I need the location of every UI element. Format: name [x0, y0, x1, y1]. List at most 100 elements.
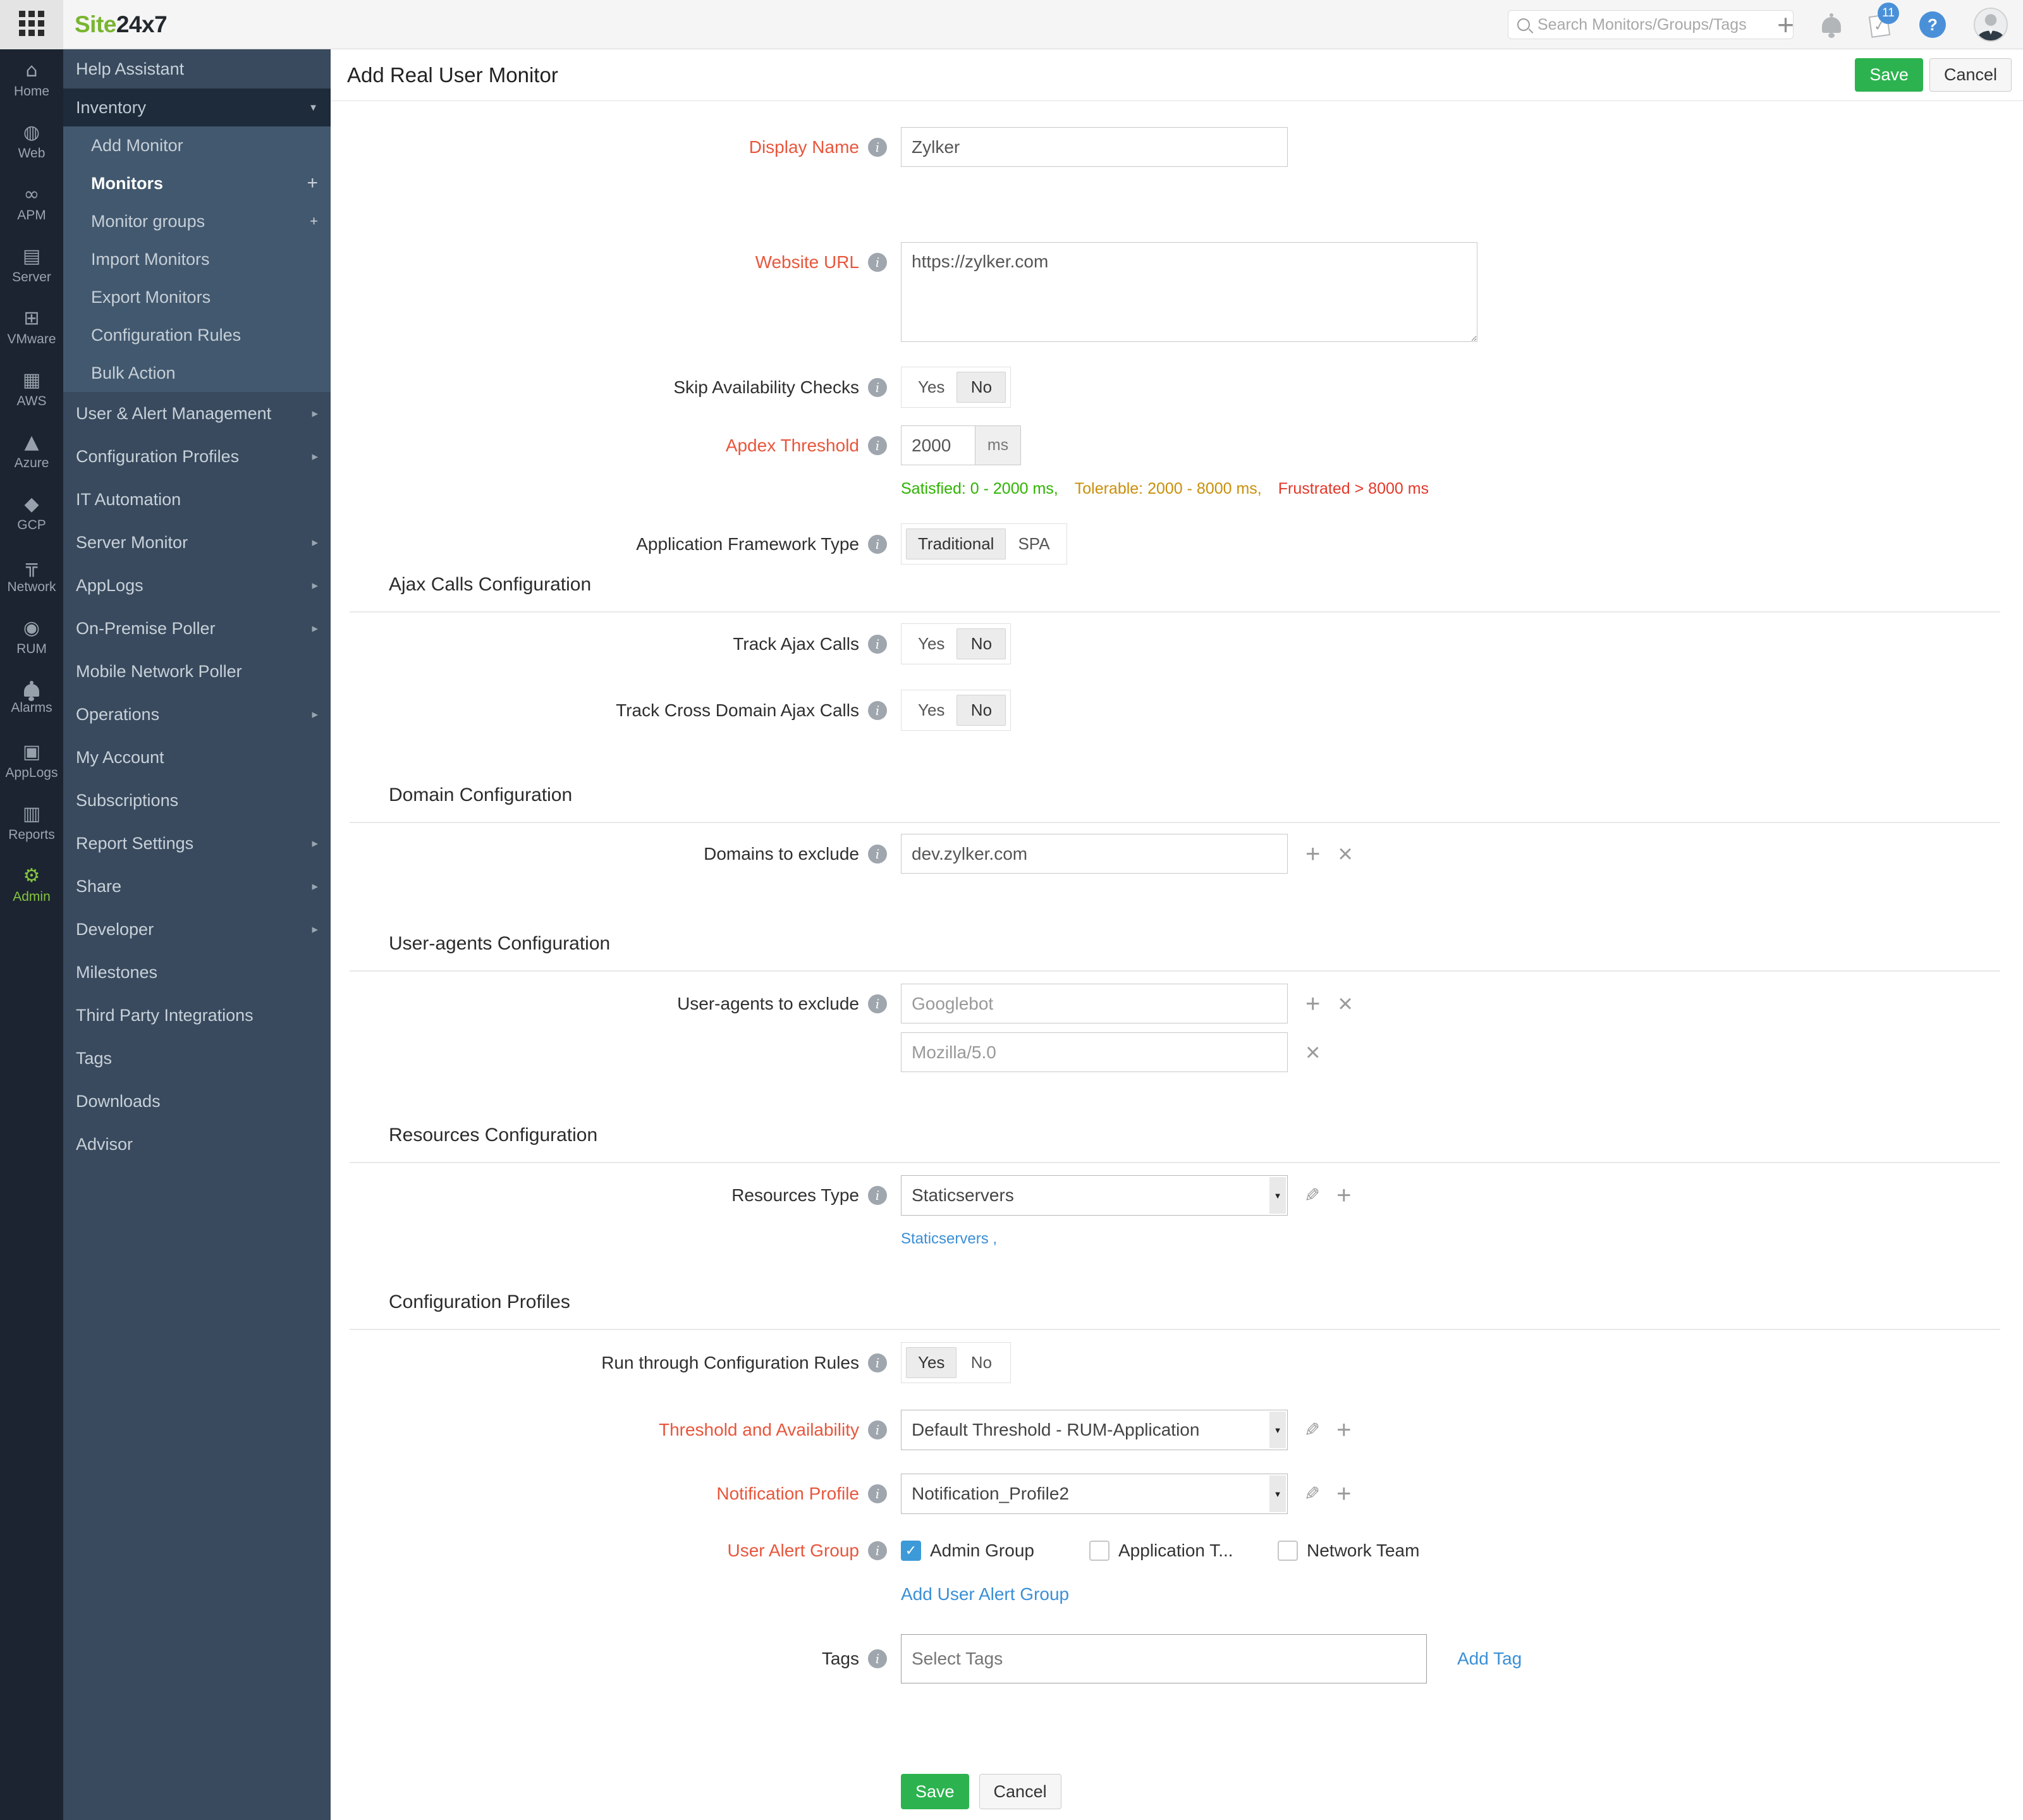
info-icon[interactable]: i: [868, 1186, 887, 1205]
info-icon[interactable]: i: [868, 534, 887, 554]
cancel-button[interactable]: Cancel: [1929, 58, 2012, 92]
info-icon[interactable]: i: [868, 253, 887, 272]
plus-icon[interactable]: +: [307, 173, 318, 193]
sidebar-item-advisor[interactable]: Advisor: [76, 1134, 133, 1154]
resources-type-select[interactable]: Staticservers ▼: [901, 1175, 1288, 1216]
rail-item-rum[interactable]: ◉ RUM: [16, 617, 47, 657]
sidebar-item-applogs[interactable]: AppLogs ▸: [76, 575, 318, 595]
edit-icon[interactable]: ✎: [1304, 1419, 1321, 1441]
rail-item-azure[interactable]: ▲ Azure: [14, 431, 49, 471]
sidebar-item-configuration-profiles[interactable]: Configuration Profiles ▸: [76, 446, 318, 466]
rail-item-vmware[interactable]: ⊞ VMware: [7, 307, 56, 347]
rail-item-network[interactable]: ╦ Network: [7, 555, 56, 595]
bell-icon[interactable]: [1822, 13, 1841, 38]
sidebar-item-add-monitor[interactable]: Add Monitor: [91, 135, 183, 155]
sidebar-item-mobile-network-poller[interactable]: Mobile Network Poller: [76, 661, 242, 681]
tasks-icon[interactable]: ✓ 11: [1868, 3, 1899, 38]
rail-item-web[interactable]: ◍ Web: [18, 121, 46, 161]
info-icon[interactable]: i: [868, 844, 887, 864]
sidebar-item-monitor-groups[interactable]: Monitor groups +: [91, 211, 318, 231]
rail-item-admin[interactable]: ⚙ Admin: [13, 865, 51, 905]
threshold-availability-select[interactable]: Default Threshold - RUM-Application ▼: [901, 1410, 1288, 1450]
sidebar-item-configuration-rules[interactable]: Configuration Rules: [91, 325, 241, 345]
site24x7-logo[interactable]: Site 24x7: [75, 0, 168, 49]
sidebar-item-report-settings[interactable]: Report Settings ▸: [76, 833, 318, 853]
apdex-threshold-input[interactable]: [901, 425, 975, 465]
checkbox-application-team[interactable]: Application T...: [1089, 1541, 1278, 1561]
checkbox-admin-group[interactable]: ✓ Admin Group: [901, 1541, 1089, 1561]
user-agent-input-2[interactable]: [901, 1032, 1288, 1072]
sidebar-item-on-premise-poller[interactable]: On-Premise Poller ▸: [76, 618, 318, 638]
add-notification-profile-icon[interactable]: +: [1336, 1480, 1352, 1508]
add-resources-type-icon[interactable]: +: [1336, 1182, 1352, 1209]
rail-item-reports[interactable]: ▥ Reports: [8, 803, 55, 843]
website-url-textarea[interactable]: https://zylker.com: [901, 242, 1477, 342]
framework-traditional[interactable]: Traditional: [906, 528, 1006, 559]
rail-item-home[interactable]: ⌂ Home: [13, 59, 50, 99]
avatar[interactable]: [1974, 8, 2008, 42]
track-ajax-no[interactable]: No: [956, 628, 1006, 659]
track-ajax-yes[interactable]: Yes: [918, 634, 945, 653]
remove-user-agent-icon[interactable]: ×: [1338, 989, 1353, 1018]
sidebar-item-milestones[interactable]: Milestones: [76, 962, 158, 982]
skip-availability-no[interactable]: No: [956, 372, 1006, 403]
plus-icon[interactable]: +: [310, 213, 318, 229]
sidebar-item-import-monitors[interactable]: Import Monitors: [91, 249, 210, 269]
notification-profile-select[interactable]: Notification_Profile2 ▼: [901, 1474, 1288, 1514]
sidebar-item-export-monitors[interactable]: Export Monitors: [91, 287, 211, 307]
rail-item-alarms[interactable]: Alarms: [0, 669, 63, 731]
cancel-button-bottom[interactable]: Cancel: [979, 1774, 1061, 1809]
info-icon[interactable]: i: [868, 634, 887, 654]
sidebar-item-my-account[interactable]: My Account: [76, 747, 164, 767]
search-input[interactable]: [1537, 15, 1784, 34]
save-button[interactable]: Save: [1855, 58, 1923, 92]
info-icon[interactable]: i: [868, 1541, 887, 1560]
rail-item-aws[interactable]: ▦ AWS: [16, 369, 47, 409]
info-icon[interactable]: i: [868, 1353, 887, 1372]
remove-user-agent-icon[interactable]: ×: [1305, 1038, 1321, 1066]
checkbox-network-team[interactable]: Network Team: [1278, 1541, 1466, 1561]
edit-icon[interactable]: ✎: [1304, 1483, 1321, 1505]
edit-icon[interactable]: ✎: [1304, 1185, 1321, 1206]
sidebar-item-operations[interactable]: Operations ▸: [76, 704, 318, 724]
info-icon[interactable]: i: [868, 137, 887, 157]
info-icon[interactable]: i: [868, 700, 887, 720]
add-user-agent-icon[interactable]: +: [1305, 989, 1321, 1018]
skip-availability-yes[interactable]: Yes: [918, 377, 945, 396]
display-name-input[interactable]: [901, 127, 1288, 167]
save-button-bottom[interactable]: Save: [901, 1774, 969, 1809]
info-icon[interactable]: i: [868, 377, 887, 397]
domains-exclude-input[interactable]: [901, 834, 1288, 874]
resources-type-link[interactable]: Staticservers ,: [901, 1230, 998, 1247]
sidebar-item-third-party-integrations[interactable]: Third Party Integrations: [76, 1005, 254, 1025]
sidebar-item-server-monitor[interactable]: Server Monitor ▸: [76, 532, 318, 552]
quick-add-icon[interactable]: +: [1777, 8, 1794, 41]
info-icon[interactable]: i: [868, 1420, 887, 1439]
sidebar-item-downloads[interactable]: Downloads: [76, 1091, 161, 1111]
add-tag-link[interactable]: Add Tag: [1457, 1649, 1522, 1668]
sidebar-item-help-assistant[interactable]: Help Assistant: [76, 59, 185, 78]
info-icon[interactable]: i: [868, 1484, 887, 1503]
rail-item-applogs[interactable]: ▣ AppLogs: [5, 741, 58, 781]
app-launcher-button[interactable]: [0, 0, 63, 49]
rail-item-gcp[interactable]: ◆ GCP: [17, 493, 46, 533]
remove-domain-icon[interactable]: ×: [1338, 840, 1353, 868]
framework-spa[interactable]: SPA: [1018, 534, 1050, 553]
info-icon[interactable]: i: [868, 1649, 887, 1668]
sidebar-item-subscriptions[interactable]: Subscriptions: [76, 790, 179, 810]
add-user-alert-group-link[interactable]: Add User Alert Group: [901, 1584, 1070, 1604]
rail-item-server[interactable]: ▤ Server: [12, 245, 51, 285]
info-icon[interactable]: i: [868, 994, 887, 1013]
sidebar-item-it-automation[interactable]: IT Automation: [76, 489, 181, 509]
sidebar-item-bulk-action[interactable]: Bulk Action: [91, 363, 176, 382]
sidebar-item-inventory[interactable]: Inventory ▼: [63, 89, 331, 126]
sidebar-item-developer[interactable]: Developer ▸: [76, 919, 318, 939]
user-agent-input-1[interactable]: [901, 984, 1288, 1023]
track-cross-yes[interactable]: Yes: [918, 700, 945, 719]
rail-item-apm[interactable]: ∞ APM: [17, 183, 46, 223]
track-cross-no[interactable]: No: [956, 695, 1006, 726]
add-domain-icon[interactable]: +: [1305, 840, 1321, 868]
sidebar-item-share[interactable]: Share ▸: [76, 876, 318, 896]
run-rules-yes[interactable]: Yes: [906, 1347, 957, 1378]
sidebar-item-tags[interactable]: Tags: [76, 1048, 113, 1068]
